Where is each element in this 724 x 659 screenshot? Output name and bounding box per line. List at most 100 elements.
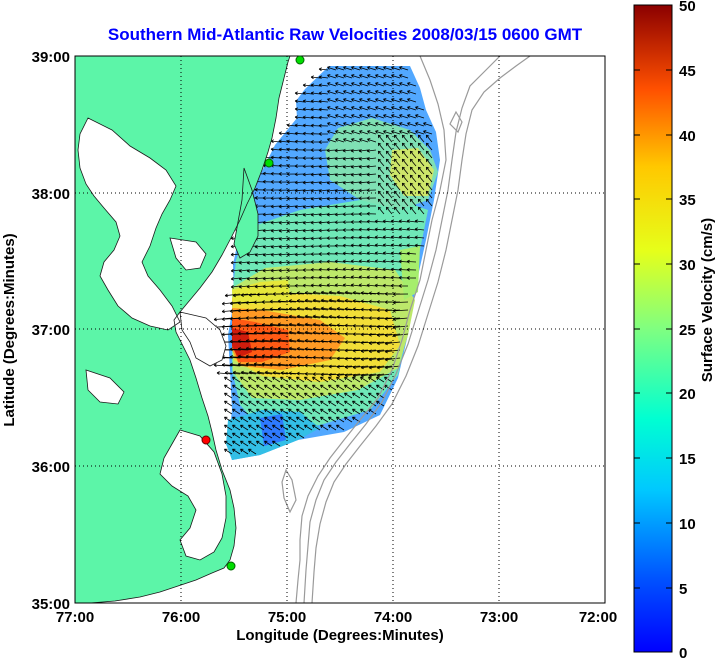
velocity-arrow [393,158,401,167]
velocity-arrow [350,235,361,240]
velocity-arrow [278,284,289,289]
velocity-arrow [327,122,337,127]
velocity-arrow [296,298,313,303]
velocity-arrow [302,268,312,272]
velocity-arrow [232,416,241,423]
velocity-arrow [409,182,417,191]
velocity-arrow [409,142,417,151]
velocity-arrow [393,206,401,215]
velocity-arrow [272,432,281,439]
velocity-arrow [409,206,417,215]
velocity-arrow [385,134,393,143]
velocity-arrow [382,251,393,256]
velocity-arrow [350,172,361,177]
velocity-arrow [278,220,289,225]
velocity-arrow [343,114,353,119]
velocity-arrow [318,140,329,144]
velocity-arrow [302,275,313,280]
velocity-arrow [296,306,313,311]
x-axis-ticks: 77:00 76:00 75:00 74:00 73:00 72:00 [56,609,617,626]
velocity-arrow [320,376,329,383]
velocity-arrow [385,182,393,191]
velocity-arrow [376,341,393,346]
velocity-arrow [286,228,297,233]
velocity-arrow [375,106,385,111]
velocity-arrow [383,114,393,119]
velocity-arrow [262,284,273,289]
velocity-arrow [358,267,369,272]
velocity-arrow [375,74,385,79]
velocity-arrow [382,219,393,224]
velocity-arrow [352,400,361,407]
velocity-arrow [262,252,273,257]
y-axis-label: Latitude (Degrees:Minutes) [1,233,18,426]
velocity-arrow [246,284,257,289]
velocity-arrow [393,166,401,175]
velocity-arrow [406,276,417,280]
velocity-arrow [304,392,313,399]
velocity-arrow [270,196,281,201]
velocity-arrow [342,196,353,201]
velocity-arrow [417,198,425,207]
velocity-arrow [312,400,321,407]
velocity-arrow [286,139,297,144]
velocity-arrow [246,276,257,281]
velocity-arrow [335,90,345,95]
velocity-arrow [256,384,265,391]
velocity-arrow [409,166,417,175]
velocity-arrow [425,190,433,199]
velocity-arrow [248,408,257,415]
velocity-arrow [248,432,257,439]
colorbar-tick-label: 25 [679,322,696,339]
velocity-arrow [335,98,345,103]
velocity-arrow [328,298,345,303]
velocity-arrow [377,134,385,143]
velocity-arrow [272,370,289,375]
velocity-arrow [278,139,289,144]
velocity-arrow [288,314,305,319]
velocity-arrow [256,440,265,447]
velocity-arrow [399,130,409,135]
velocity-arrow [326,275,337,280]
velocity-arrow [304,416,313,423]
velocity-arrow [377,150,385,159]
velocity-arrow [310,204,321,209]
velocity-arrow [334,156,345,161]
velocity-arrow [367,114,377,119]
velocity-arrow [417,142,425,151]
velocity-arrow [294,228,305,233]
velocity-arrow [326,244,336,248]
velocity-arrow [328,372,345,377]
velocity-arrow [278,268,289,273]
velocity-arrow [302,212,313,217]
velocity-arrow [376,392,385,399]
x-tick-label: 72:00 [579,609,617,626]
velocity-arrow [328,400,337,407]
velocity-arrow [377,142,385,151]
velocity-arrow [343,90,353,95]
velocity-arrow [367,122,377,127]
velocity-arrow [240,376,249,383]
velocity-arrow [296,346,313,351]
velocity-arrow [398,219,409,224]
velocity-arrow [280,416,289,423]
velocity-arrow [358,283,369,288]
velocity-arrow [246,268,257,273]
velocity-arrow [240,408,249,415]
velocity-arrow [409,198,417,207]
velocity-arrow [391,90,401,95]
y-tick-label: 35:00 [32,596,70,613]
velocity-arrow [368,365,385,370]
velocity-arrow [393,174,401,183]
velocity-arrow [302,236,313,241]
velocity-arrow [328,416,337,423]
velocity-arrow [399,98,409,103]
velocity-arrow [224,400,233,407]
velocity-arrow [270,180,281,184]
velocity-arrow [264,432,273,439]
velocity-arrow [343,122,353,127]
velocity-arrow [286,123,297,128]
velocity-arrow [366,235,377,240]
velocity-arrow [304,330,321,335]
velocity-arrow [328,290,345,295]
